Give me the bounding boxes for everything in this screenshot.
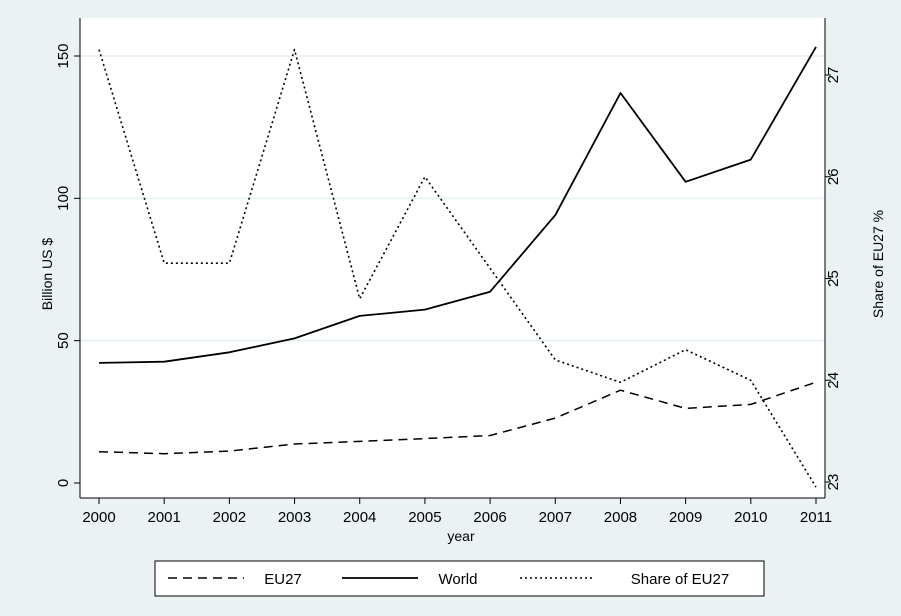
y-tick-label-right: 23 — [825, 474, 842, 491]
y-axis-title-left: Billion US $ — [39, 238, 55, 311]
x-tick-label: 2003 — [278, 509, 311, 526]
legend: EU27 World Share of EU27 — [154, 560, 765, 597]
legend-label: World — [439, 571, 478, 588]
y-axis-title-right: Share of EU27 % — [870, 210, 886, 318]
legend-box — [154, 560, 765, 597]
y-tick-label-left: 50 — [55, 332, 72, 349]
x-tick-label: 2002 — [213, 509, 246, 526]
series-line-world — [98, 46, 817, 364]
plot-area — [80, 18, 825, 498]
x-tick-label: 2009 — [669, 509, 702, 526]
x-tick-label: 2007 — [539, 509, 572, 526]
legend-label: Share of EU27 — [631, 571, 729, 588]
x-axis-title: year — [447, 528, 475, 544]
y-tick-label-right: 24 — [825, 372, 842, 389]
x-tick-label: 2004 — [343, 509, 376, 526]
legend-label: EU27 — [264, 571, 302, 588]
y-tick-label-right: 27 — [825, 67, 842, 84]
x-tick-label: 2006 — [473, 509, 506, 526]
y-tick-label-right: 26 — [825, 168, 842, 185]
y-tick-label-left: 0 — [55, 479, 72, 487]
x-tick-label: 2010 — [734, 509, 767, 526]
x-tick-label: 2000 — [82, 509, 115, 526]
series-line-eu27 — [98, 381, 817, 455]
x-tick-label: 2005 — [408, 509, 441, 526]
y-tick-label-right: 25 — [825, 270, 842, 287]
axes — [79, 18, 826, 499]
ticks: 2000 2001 2002 2003 2004 2005 2006 2007 2008 2009… — [55, 43, 842, 526]
x-tick-label: 2001 — [147, 509, 180, 526]
series-line-share-of-eu27 — [98, 48, 817, 488]
x-tick-label: 2008 — [604, 509, 637, 526]
series-lines — [98, 46, 817, 488]
y-tick-label-left: 150 — [55, 43, 72, 68]
x-tick-label: 2011 — [800, 509, 832, 526]
gridlines — [80, 55, 825, 342]
y-tick-label-left: 100 — [55, 186, 72, 211]
